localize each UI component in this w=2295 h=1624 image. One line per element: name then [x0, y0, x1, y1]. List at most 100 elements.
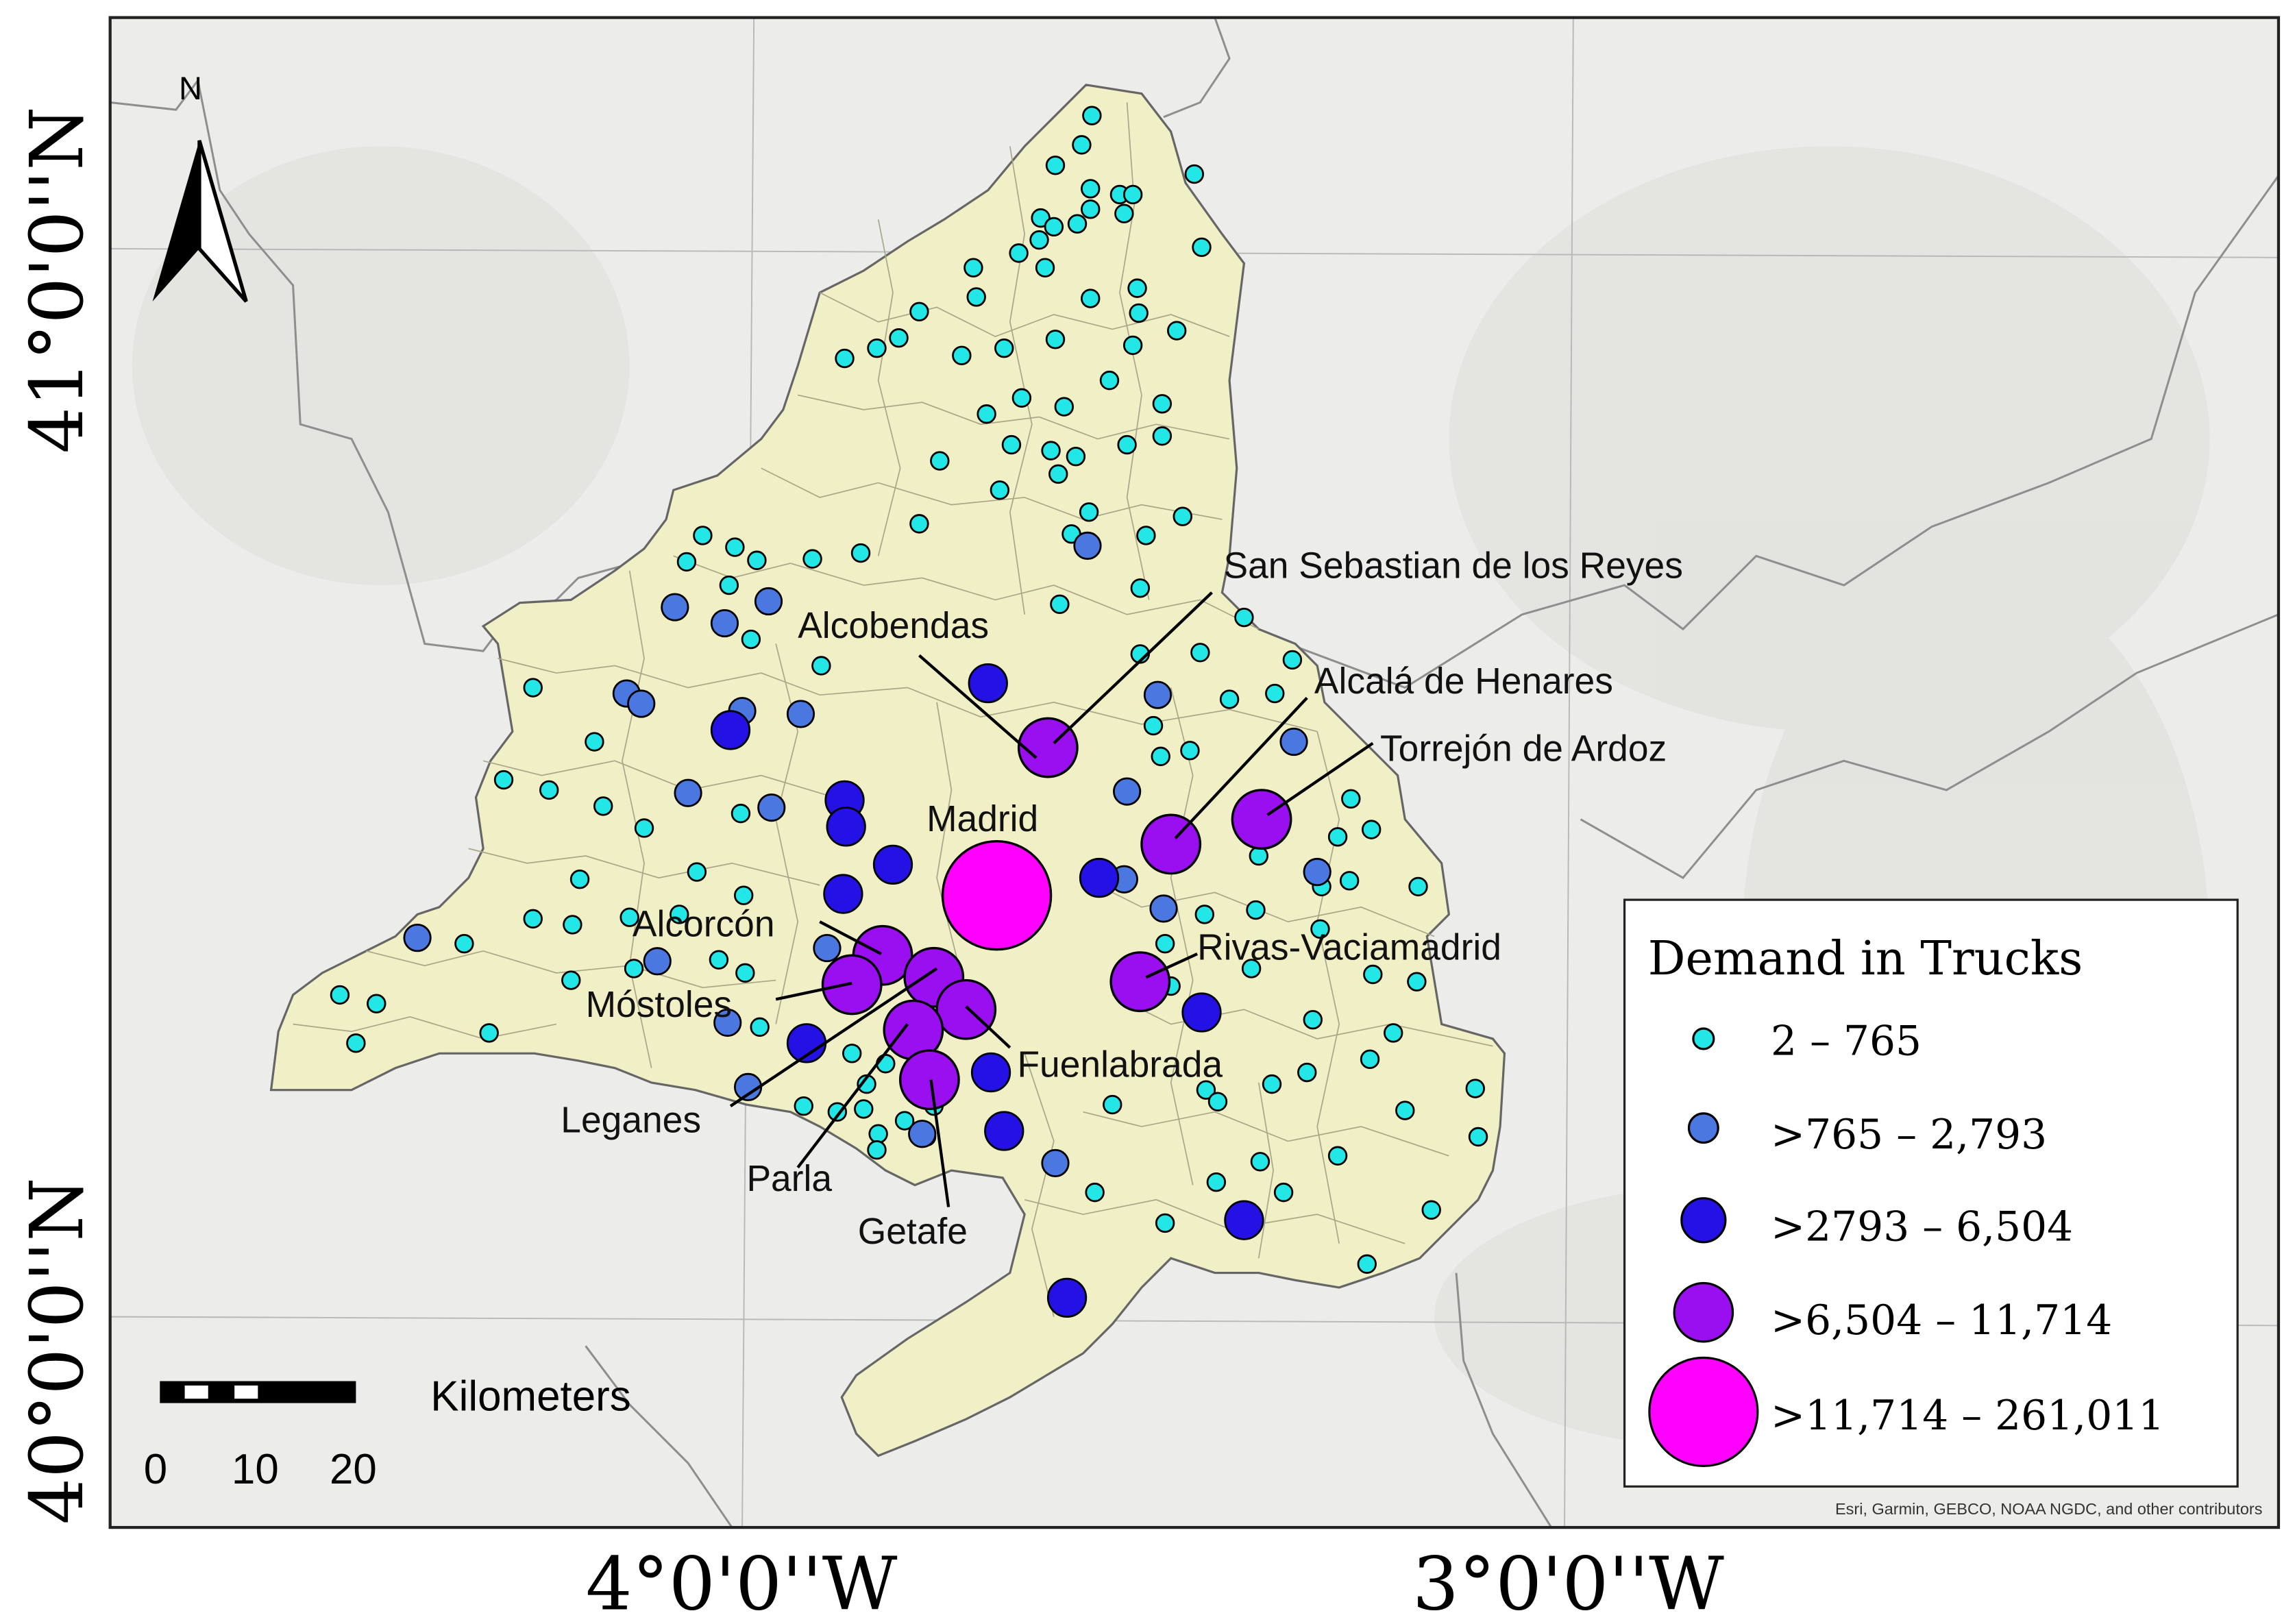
scale-title: Kilometers	[430, 1373, 630, 1420]
demand-point-class1	[1282, 650, 1303, 670]
demand-point-class3	[1079, 857, 1120, 898]
demand-point-class1	[1011, 388, 1032, 408]
demand-point-class1	[1341, 789, 1361, 809]
demand-point-class2	[674, 778, 702, 807]
legend-label-class4: >6,504 – 11,714	[1771, 1297, 2112, 1344]
legend: Demand in Trucks 2 – 765 >765 – 2,793 >2…	[1623, 898, 2239, 1488]
demand-point-class3	[984, 1111, 1024, 1151]
demand-point-class1	[367, 994, 386, 1013]
demand-point-class4	[1109, 951, 1171, 1013]
demand-point-class1	[1048, 464, 1068, 484]
demand-point-class2	[710, 608, 739, 638]
demand-point-class1	[1327, 827, 1348, 847]
demand-point-class2	[1279, 727, 1308, 756]
demand-point-class1	[1310, 919, 1330, 939]
label-mostoles: Móstoles	[586, 985, 733, 1025]
demand-point-class1	[330, 985, 350, 1005]
demand-point-class1	[1361, 820, 1382, 839]
legend-symbol-class1	[1692, 1027, 1715, 1050]
demand-point-class1	[1273, 1182, 1294, 1203]
label-leganes: Leganes	[561, 1100, 701, 1141]
demand-point-class1	[1184, 164, 1205, 184]
demand-point-class1	[867, 1140, 887, 1160]
demand-point-class1	[670, 905, 689, 924]
demand-point-class1	[867, 338, 887, 358]
demand-point-class1	[569, 870, 590, 889]
leader-lines	[729, 591, 1374, 1207]
demand-point-class1	[539, 780, 559, 800]
legend-symbol-class5	[1648, 1356, 1759, 1468]
demand-point-class2	[1113, 777, 1142, 806]
demand-point-class1	[1241, 959, 1262, 979]
demand-point-class1	[1384, 1023, 1403, 1043]
demand-point-class2	[757, 793, 786, 822]
demand-point-class1	[876, 1054, 896, 1074]
demand-point-class1	[1407, 972, 1427, 992]
demand-point-class1	[750, 1017, 770, 1037]
demand-point-class1	[735, 963, 755, 983]
demand-point-class1	[1045, 156, 1066, 175]
demand-point-class1	[479, 1023, 499, 1043]
demand-point-class1	[930, 451, 950, 471]
demand-point-class2	[754, 587, 783, 616]
demand-point-class1	[1234, 607, 1254, 628]
demand-point-class1	[1066, 446, 1086, 467]
demand-point-class4	[1231, 789, 1292, 850]
demand-point-class2	[643, 947, 672, 976]
legend-symbol-class2	[1687, 1112, 1719, 1144]
demand-point-class1	[894, 1111, 915, 1131]
demand-point-class1	[346, 1033, 366, 1053]
demand-point-class1	[741, 629, 761, 650]
demand-point-class1	[1327, 1146, 1348, 1166]
lon-label-right: 3°0'0''W	[1412, 1542, 1724, 1624]
attribution: Esri, Garmin, GEBCO, NOAA NGDC, and othe…	[1835, 1500, 2262, 1518]
demand-point-class1	[1151, 746, 1170, 767]
demand-point-class1	[794, 1096, 813, 1116]
demand-point-class1	[1122, 184, 1143, 205]
demand-point-class1	[1044, 217, 1064, 237]
demand-point-class1	[1152, 394, 1173, 414]
demand-point-class1	[1009, 243, 1029, 263]
demand-point-class2	[661, 593, 689, 622]
demand-point-class1	[1031, 208, 1051, 228]
demand-point-class1	[676, 552, 697, 572]
demand-point-class1	[563, 915, 582, 935]
demand-point-class1	[842, 1044, 862, 1063]
label-alcorcon: Alcorcón	[633, 904, 775, 944]
demand-point-class1	[585, 732, 604, 752]
label-fuenlabrada: Fuenlabrada	[1017, 1044, 1223, 1085]
demand-point-class1	[593, 796, 613, 816]
demand-point-class1	[1129, 303, 1149, 323]
demand-point-class1	[709, 950, 729, 970]
demand-point-class1	[1297, 1062, 1317, 1083]
legend-label-class3: >2793 – 6,504	[1771, 1204, 2073, 1251]
demand-point-class1	[1360, 1049, 1380, 1070]
demand-point-class1	[1081, 179, 1101, 199]
demand-point-class3	[970, 1052, 1011, 1093]
legend-label-class1: 2 – 765	[1771, 1018, 1922, 1065]
demand-point-class2	[908, 1120, 937, 1148]
demand-point-class5	[941, 839, 1053, 951]
demand-point-class1	[1180, 741, 1200, 761]
demand-point-class1	[1207, 1092, 1228, 1111]
demand-point-class3	[1046, 1277, 1088, 1318]
demand-point-class1	[990, 480, 1010, 500]
demand-point-class1	[811, 656, 831, 676]
label-torrejon: Torrejón de Ardoz	[1380, 728, 1667, 769]
demand-point-class1	[1081, 199, 1101, 219]
demand-point-class1	[994, 338, 1014, 358]
demand-point-class3	[826, 807, 866, 847]
demand-point-class1	[1190, 643, 1210, 663]
demand-point-class1	[619, 907, 639, 927]
demand-point-class1	[1363, 964, 1383, 985]
demand-point-class1	[731, 803, 751, 824]
demand-point-class1	[952, 345, 972, 366]
legend-label-class2: >765 – 2,793	[1771, 1111, 2047, 1159]
demand-point-class2	[813, 933, 842, 963]
demand-point-class1	[734, 885, 754, 905]
demand-points	[330, 106, 1488, 1318]
demand-point-class1	[868, 1124, 888, 1144]
demand-point-class3	[1181, 992, 1222, 1033]
label-parla: Parla	[746, 1159, 832, 1199]
